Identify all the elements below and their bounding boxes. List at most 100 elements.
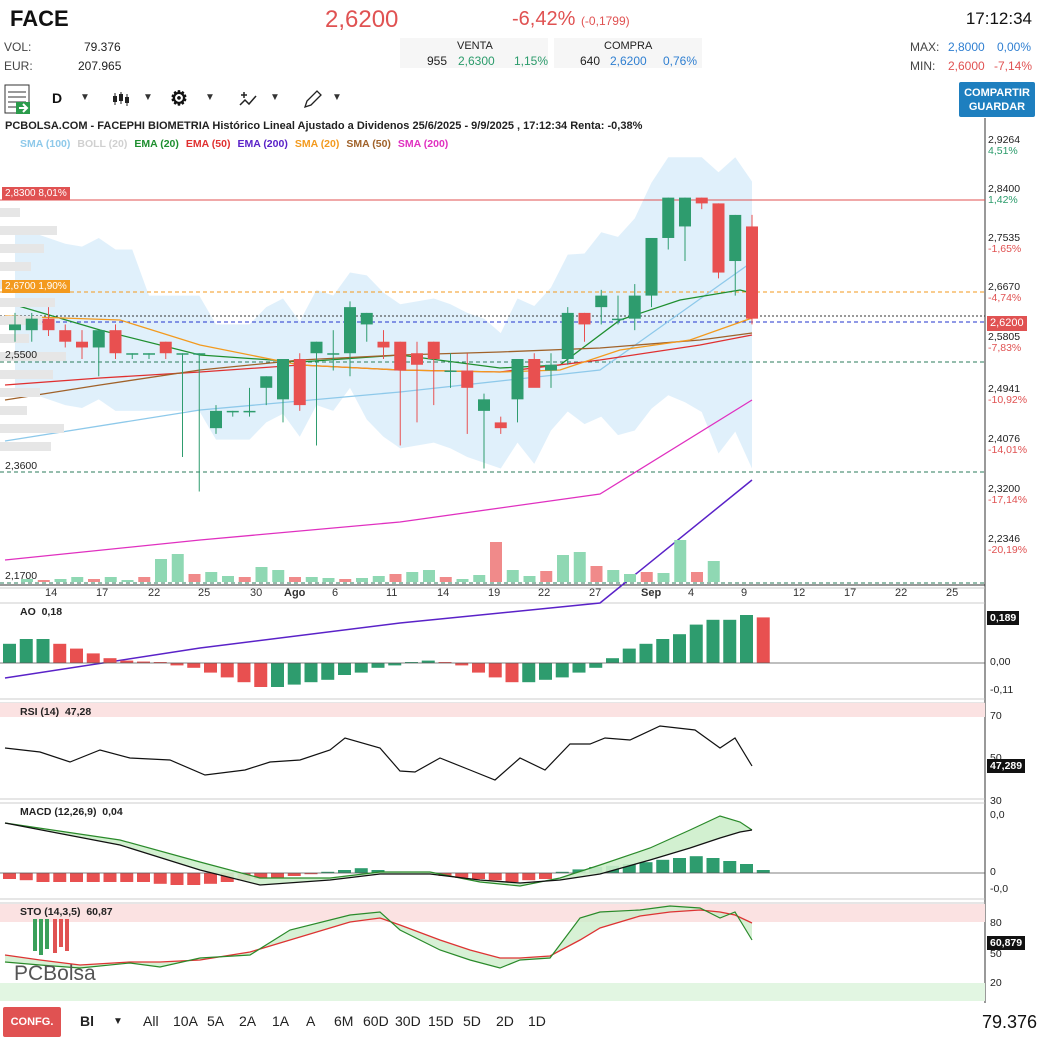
ao-bar <box>706 619 720 663</box>
sto-axis-top: 80 <box>990 917 1002 929</box>
volume-profile-bar <box>0 298 55 307</box>
sell-pct: 1,15% <box>514 54 549 68</box>
macd-histogram-bar <box>271 873 284 878</box>
chart-type-caret-icon[interactable]: ▼ <box>143 92 153 103</box>
price-axis-label: 2,2346 <box>988 533 1021 545</box>
gear-icon[interactable]: ⚙ <box>170 88 188 110</box>
sell-qty: 955 <box>427 54 448 68</box>
volume-bar <box>657 573 670 582</box>
period-selector[interactable]: D <box>52 90 63 106</box>
volume-bar <box>707 561 720 582</box>
range-all[interactable]: All <box>143 1013 159 1029</box>
range-10a[interactable]: 10A <box>173 1013 198 1029</box>
legend-item-4[interactable]: EMA (200) <box>237 138 288 150</box>
volume-bar <box>523 576 536 582</box>
x-axis-label: 22 <box>895 587 908 599</box>
macd-histogram-bar <box>321 871 335 873</box>
candle-body <box>461 370 474 388</box>
ao-bar <box>220 663 234 678</box>
macd-axis-top: 0,0 <box>990 809 1005 821</box>
legend-item-7[interactable]: SMA (200) <box>397 138 449 150</box>
macd-histogram-bar <box>153 873 167 884</box>
legend-item-2[interactable]: EMA (20) <box>134 138 179 150</box>
macd-histogram-bar <box>723 861 737 873</box>
spreadsheet-export-icon[interactable] <box>4 84 34 116</box>
scale-mode-selector[interactable]: Bl <box>80 1013 94 1029</box>
volume-bar <box>305 577 318 582</box>
ao-bar <box>639 643 653 663</box>
drawing-caret-icon[interactable]: ▼ <box>332 92 342 103</box>
legend-item-5[interactable]: SMA (20) <box>294 138 340 150</box>
range-1d[interactable]: 1D <box>528 1013 546 1029</box>
volume-bar <box>205 572 218 582</box>
macd-histogram-bar <box>689 856 703 873</box>
candle-body <box>243 410 256 413</box>
range-1a[interactable]: 1A <box>272 1013 290 1029</box>
buy-qty: 640 <box>580 54 601 68</box>
range-2d[interactable]: 2D <box>496 1013 514 1029</box>
range-5d[interactable]: 5D <box>463 1013 481 1029</box>
sto-current: 60,879 <box>987 936 1026 950</box>
share-save-button[interactable]: COMPARTIR GUARDAR <box>959 82 1035 117</box>
volume-bar <box>21 579 33 582</box>
candle-body <box>327 353 340 355</box>
macd-histogram-bar <box>103 873 117 882</box>
macd-histogram-bar <box>86 873 100 882</box>
candle-body <box>545 364 557 371</box>
indicators-caret-icon[interactable]: ▼ <box>270 92 280 103</box>
price-chart[interactable] <box>0 118 1050 1008</box>
x-axis-label: Sep <box>641 587 662 599</box>
x-axis-label: Ago <box>284 587 306 599</box>
range-15d[interactable]: 15D <box>428 1013 454 1029</box>
sto-axis-mid: 50 <box>990 948 1002 960</box>
volume-bar <box>188 574 201 582</box>
range-30d[interactable]: 30D <box>395 1013 421 1029</box>
x-axis-label: 27 <box>589 587 602 599</box>
drawing-tools-icon[interactable] <box>302 90 322 110</box>
ao-bar <box>338 663 351 675</box>
ao-bar <box>3 643 16 663</box>
volume-profile-bar <box>0 208 20 217</box>
price-axis-pct: -10,92% <box>988 394 1028 406</box>
volume-bar <box>607 570 620 582</box>
range-a[interactable]: A <box>306 1013 316 1029</box>
sto-oversold-zone <box>0 983 985 1001</box>
ao-bar <box>622 648 636 663</box>
period-caret-icon[interactable]: ▼ <box>80 92 90 103</box>
macd-label: MACD (12,26,9) 0,04 <box>20 806 123 818</box>
candle-body <box>561 312 574 359</box>
scale-mode-caret-icon[interactable]: ▼ <box>113 1016 123 1027</box>
macd-axis-mid: 0 <box>990 866 996 878</box>
ao-bar <box>137 661 150 663</box>
candle-body <box>9 324 21 331</box>
candle-body <box>293 359 306 406</box>
x-axis-label: 4 <box>688 587 695 599</box>
settings-caret-icon[interactable]: ▼ <box>205 92 215 103</box>
macd-histogram-bar <box>656 859 670 873</box>
volume-bar <box>406 572 419 582</box>
volume-bar <box>121 580 134 582</box>
ao-bar <box>120 660 134 663</box>
price-axis-pct: -1,65% <box>988 243 1022 255</box>
legend-item-3[interactable]: EMA (50) <box>185 138 231 150</box>
legend-item-1[interactable]: BOLL (20) <box>77 138 128 150</box>
ao-axis-mid: 0,00 <box>990 656 1011 668</box>
level-2170: 2,1700 <box>5 570 38 582</box>
range-60d[interactable]: 60D <box>363 1013 389 1029</box>
indicators-icon[interactable] <box>238 90 258 110</box>
volume-bar <box>640 572 653 582</box>
ao-bar <box>723 619 737 663</box>
x-axis-label: 19 <box>488 587 501 599</box>
range-5a[interactable]: 5A <box>207 1013 225 1029</box>
range-2a[interactable]: 2A <box>239 1013 257 1029</box>
candles-type-icon[interactable] <box>112 90 130 108</box>
volume-bar <box>624 574 636 582</box>
legend-item-0[interactable]: SMA (100) <box>20 138 71 150</box>
config-button[interactable]: CONFG. <box>3 1007 61 1037</box>
buy-price: 2,6200 <box>610 54 647 68</box>
candle-body <box>528 359 541 388</box>
range-6m[interactable]: 6M <box>334 1013 354 1029</box>
volume-profile-bar <box>0 226 57 235</box>
sell-price: 2,6300 <box>458 54 495 68</box>
legend-item-6[interactable]: SMA (50) <box>346 138 391 150</box>
